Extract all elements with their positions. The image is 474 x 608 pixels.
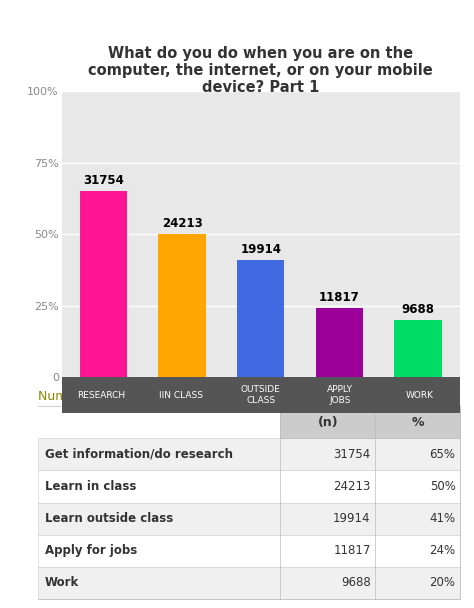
Text: 24%: 24% — [429, 544, 456, 557]
Text: 9688: 9688 — [341, 576, 371, 589]
Text: What do you do when you are on the
computer, the internet, or on your mobile
dev: What do you do when you are on the compu… — [88, 46, 433, 95]
Bar — [80, 191, 127, 377]
Text: %: % — [411, 416, 424, 429]
Bar — [237, 260, 284, 377]
Text: 24213: 24213 — [162, 217, 202, 230]
Bar — [394, 320, 442, 377]
Text: 11817: 11817 — [333, 544, 371, 557]
Text: Number of total responses: 48765: Number of total responses: 48765 — [38, 390, 252, 403]
Text: 9688: 9688 — [401, 303, 435, 316]
Text: 19914: 19914 — [240, 243, 281, 255]
Text: Learn outside class: Learn outside class — [45, 512, 173, 525]
Bar — [316, 308, 363, 377]
Text: 24213: 24213 — [333, 480, 371, 493]
Text: Apply for jobs: Apply for jobs — [45, 544, 137, 557]
Text: 31754: 31754 — [333, 448, 371, 461]
Text: 31754: 31754 — [83, 174, 124, 187]
Text: 19914: 19914 — [333, 512, 371, 525]
Text: Work: Work — [45, 576, 79, 589]
Text: APPLY
JOBS: APPLY JOBS — [328, 385, 353, 405]
Text: WORK: WORK — [406, 391, 434, 399]
Text: Get information/do research: Get information/do research — [45, 448, 233, 461]
Text: OUTSIDE
CLASS: OUTSIDE CLASS — [241, 385, 281, 405]
Text: IIN CLASS: IIN CLASS — [159, 391, 203, 399]
Text: RESEARCH: RESEARCH — [77, 391, 126, 399]
Text: 20%: 20% — [429, 576, 456, 589]
Bar — [158, 234, 206, 377]
Text: 65%: 65% — [429, 448, 456, 461]
Text: 11817: 11817 — [319, 291, 360, 304]
Text: 41%: 41% — [429, 512, 456, 525]
Text: Learn in class: Learn in class — [45, 480, 137, 493]
Text: 50%: 50% — [430, 480, 456, 493]
Text: (n): (n) — [318, 416, 338, 429]
